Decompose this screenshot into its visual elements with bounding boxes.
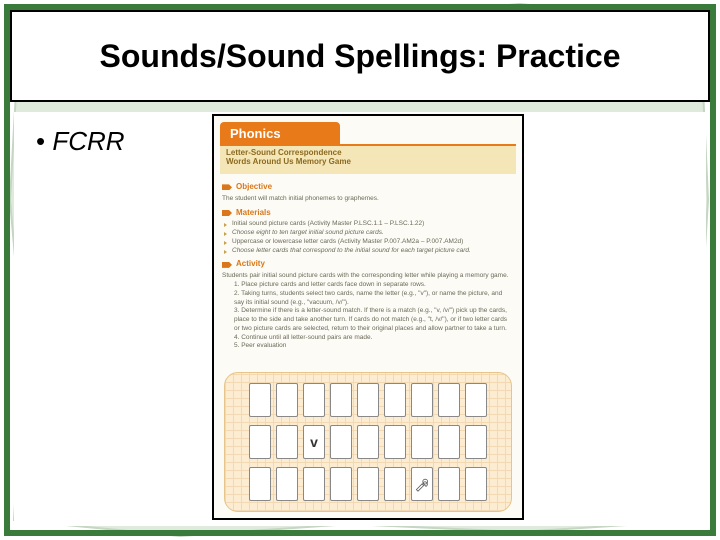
memory-card — [357, 383, 379, 417]
materials-label: Materials — [222, 208, 514, 219]
activity-label: Activity — [222, 259, 514, 270]
activity-step: 3. Determine if there is a letter-sound … — [222, 307, 514, 333]
memory-card — [465, 383, 487, 417]
activity-step: 5. Peer evaluation — [222, 342, 514, 351]
memory-card — [438, 425, 460, 459]
memory-card — [303, 383, 325, 417]
objective-text: The student will match initial phonemes … — [222, 195, 514, 204]
activity-step: 1. Place picture cards and letter cards … — [222, 281, 514, 290]
worksheet-header: Letter-Sound Correspondence Words Around… — [220, 144, 516, 174]
phonics-worksheet: Phonics P.015 Letter-Sound Correspondenc… — [212, 114, 524, 520]
memory-card — [357, 425, 379, 459]
material-item: Choose letter cards that correspond to t… — [222, 247, 514, 256]
header-line-2: Words Around Us Memory Game — [226, 157, 510, 166]
slide-body: FCRR Phonics P.015 Letter-Sound Correspo… — [14, 112, 706, 526]
bullet-fcrr: FCRR — [36, 126, 125, 157]
memory-card — [411, 383, 433, 417]
memory-card — [438, 467, 460, 501]
worksheet-body: Objective The student will match initial… — [222, 178, 514, 351]
memory-card — [384, 467, 406, 501]
vacuum-icon — [414, 476, 430, 492]
material-item: Choose eight to ten target initial sound… — [222, 229, 514, 238]
memory-card — [330, 383, 352, 417]
memory-card — [249, 467, 271, 501]
card-row — [241, 467, 495, 501]
objective-label: Objective — [222, 182, 514, 193]
activity-step: 4. Continue until all letter-sound pairs… — [222, 334, 514, 343]
title-bar: Sounds/Sound Spellings: Practice — [10, 10, 710, 102]
memory-card — [330, 425, 352, 459]
memory-card — [249, 383, 271, 417]
activity-step: 2. Taking turns, students select two car… — [222, 290, 514, 308]
memory-card — [438, 383, 460, 417]
activity-intro: Students pair initial sound picture card… — [222, 272, 514, 281]
memory-card — [411, 425, 433, 459]
memory-card-grid: v — [224, 372, 512, 512]
memory-card — [357, 467, 379, 501]
memory-card — [276, 467, 298, 501]
material-item: Initial sound picture cards (Activity Ma… — [222, 220, 514, 229]
memory-card — [276, 425, 298, 459]
memory-card-revealed-picture — [411, 467, 433, 501]
worksheet-tab: Phonics — [220, 122, 340, 146]
memory-card — [384, 425, 406, 459]
memory-card — [303, 467, 325, 501]
memory-card — [330, 467, 352, 501]
memory-card — [465, 425, 487, 459]
memory-card — [276, 383, 298, 417]
slide-title: Sounds/Sound Spellings: Practice — [100, 37, 621, 75]
memory-card — [384, 383, 406, 417]
memory-card-revealed-letter: v — [303, 425, 325, 459]
memory-card — [249, 425, 271, 459]
material-item: Uppercase or lowercase letter cards (Act… — [222, 238, 514, 247]
card-row — [241, 383, 495, 417]
memory-card — [465, 467, 487, 501]
card-row: v — [241, 425, 495, 459]
header-line-1: Letter-Sound Correspondence — [226, 148, 510, 157]
